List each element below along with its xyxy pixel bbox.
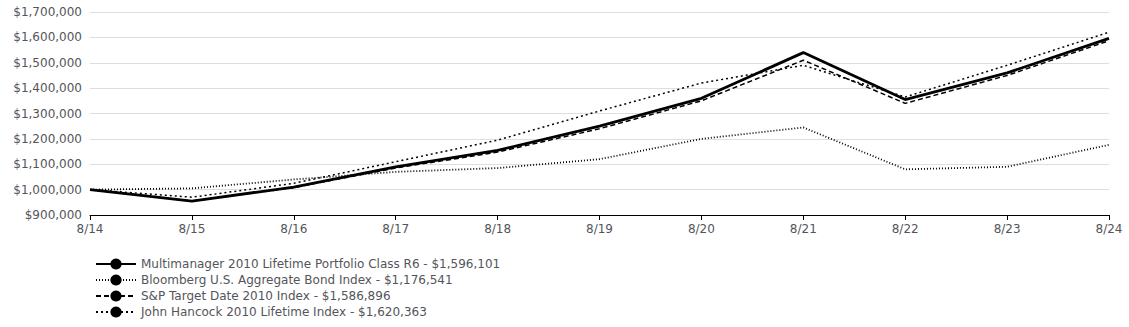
svg-text:$1,500,000: $1,500,000 <box>13 56 82 70</box>
svg-text:8/22: 8/22 <box>892 222 919 236</box>
svg-text:Multimanager 2010 Lifetime Por: Multimanager 2010 Lifetime Portfolio Cla… <box>141 257 500 271</box>
svg-text:$1,000,000: $1,000,000 <box>13 183 82 197</box>
svg-text:8/14: 8/14 <box>77 222 104 236</box>
svg-text:8/19: 8/19 <box>586 222 613 236</box>
svg-text:Bloomberg U.S. Aggregate Bond: Bloomberg U.S. Aggregate Bond Index - $1… <box>141 273 453 287</box>
svg-text:8/21: 8/21 <box>790 222 817 236</box>
svg-text:$900,000: $900,000 <box>25 208 82 222</box>
svg-text:8/15: 8/15 <box>178 222 205 236</box>
svg-text:$1,300,000: $1,300,000 <box>13 107 82 121</box>
svg-text:8/24: 8/24 <box>1096 222 1123 236</box>
svg-text:$1,100,000: $1,100,000 <box>13 157 82 171</box>
svg-text:$1,400,000: $1,400,000 <box>13 81 82 95</box>
svg-text:S&P Target Date 2010 Index - $: S&P Target Date 2010 Index - $1,586,896 <box>141 289 391 303</box>
svg-text:8/17: 8/17 <box>382 222 409 236</box>
svg-text:8/16: 8/16 <box>280 222 307 236</box>
svg-text:$1,200,000: $1,200,000 <box>13 132 82 146</box>
svg-text:John Hancock 2010 Lifetime Ind: John Hancock 2010 Lifetime Index - $1,62… <box>140 305 427 319</box>
svg-text:8/23: 8/23 <box>994 222 1021 236</box>
svg-text:8/20: 8/20 <box>688 222 715 236</box>
svg-text:$1,700,000: $1,700,000 <box>13 5 82 19</box>
svg-text:$1,600,000: $1,600,000 <box>13 30 82 44</box>
svg-text:8/18: 8/18 <box>484 222 511 236</box>
